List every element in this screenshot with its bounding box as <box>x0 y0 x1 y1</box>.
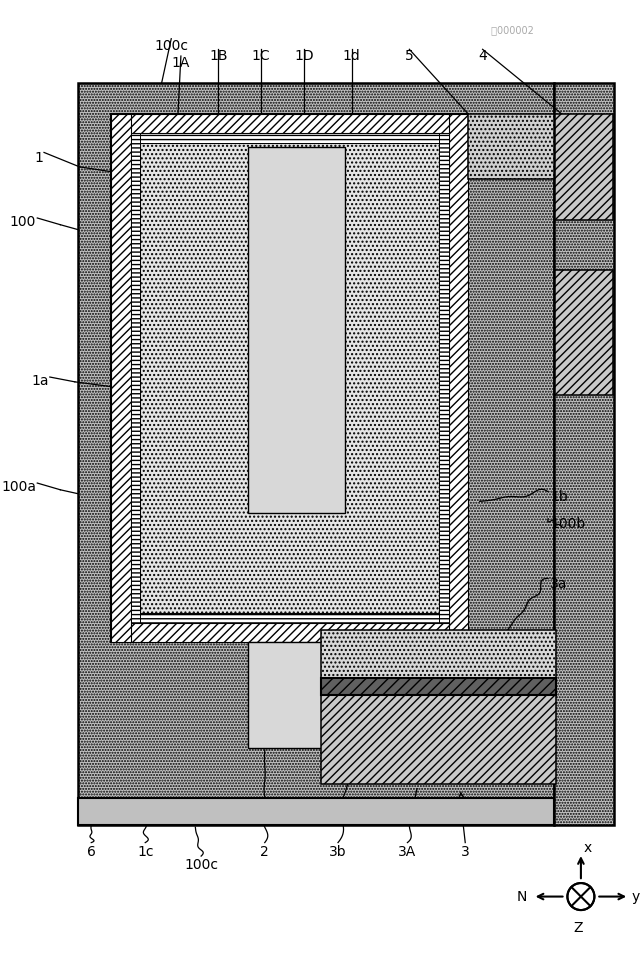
Bar <box>111 114 468 642</box>
Text: 100c: 100c <box>154 39 188 52</box>
Text: 1c: 1c <box>137 845 154 859</box>
Text: 100b: 100b <box>550 516 586 531</box>
Circle shape <box>568 883 595 910</box>
Text: N: N <box>516 890 527 903</box>
Bar <box>131 133 140 623</box>
Text: 1B: 1B <box>209 49 228 63</box>
Bar <box>321 677 556 695</box>
Text: 100: 100 <box>10 215 36 229</box>
Text: 3A: 3A <box>398 845 417 859</box>
Bar <box>111 114 468 133</box>
Text: 100c: 100c <box>184 858 218 872</box>
Bar <box>439 133 449 623</box>
Text: x: x <box>584 841 592 856</box>
Bar <box>77 83 554 826</box>
Text: 1b: 1b <box>550 489 568 504</box>
Bar <box>140 142 439 613</box>
Text: 1a: 1a <box>31 374 49 389</box>
Text: 1C: 1C <box>252 49 270 63</box>
Bar <box>554 83 614 826</box>
Bar <box>131 613 449 623</box>
Bar <box>321 695 556 784</box>
Bar <box>449 114 468 642</box>
Bar <box>140 142 439 613</box>
Text: 1d: 1d <box>342 49 360 63</box>
Text: 1: 1 <box>34 150 43 165</box>
Text: 5: 5 <box>405 49 413 63</box>
Text: 100a: 100a <box>1 481 36 494</box>
Bar <box>248 146 345 513</box>
Text: 1A: 1A <box>172 56 190 70</box>
Bar <box>468 114 554 179</box>
Text: 図000002: 図000002 <box>388 25 534 35</box>
Bar <box>77 798 554 826</box>
Text: 3b: 3b <box>329 845 347 859</box>
Bar <box>111 623 468 642</box>
Text: 1D: 1D <box>294 49 314 63</box>
Bar <box>111 114 131 642</box>
Bar <box>321 630 556 677</box>
Bar <box>248 642 345 748</box>
Text: 2: 2 <box>260 845 269 859</box>
Text: 4: 4 <box>478 49 487 63</box>
Text: 6: 6 <box>87 845 96 859</box>
Text: Z: Z <box>573 921 583 935</box>
Bar <box>131 133 449 142</box>
Bar <box>555 114 612 220</box>
Text: y: y <box>632 890 640 903</box>
Text: 3a: 3a <box>550 577 568 590</box>
Bar <box>555 270 612 395</box>
Text: 3: 3 <box>461 845 470 859</box>
